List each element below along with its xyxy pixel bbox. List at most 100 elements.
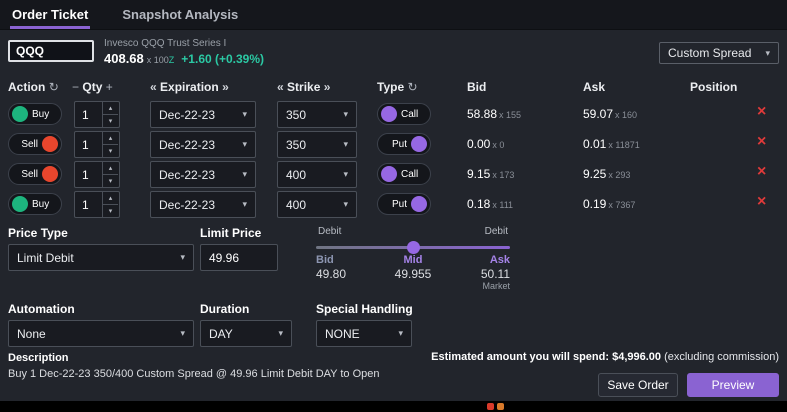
strike-select[interactable]: 400 ▾ bbox=[277, 191, 357, 218]
expiration-select[interactable]: Dec-22-23 ▾ bbox=[150, 161, 256, 188]
refresh-icon[interactable]: ↻ bbox=[48, 80, 59, 94]
type-refresh-icon[interactable]: ↻ bbox=[407, 80, 418, 94]
symbol-input[interactable] bbox=[8, 40, 94, 62]
estimate-prefix: Estimated amount you will spend: bbox=[431, 351, 613, 363]
estimate-amount: $4,996.00 bbox=[612, 351, 662, 363]
strike-select[interactable]: 350 ▾ bbox=[277, 101, 357, 128]
strike-value: 400 bbox=[286, 167, 307, 182]
remove-leg-button[interactable]: × bbox=[757, 103, 767, 120]
col-header-type: Type ↻ bbox=[377, 80, 418, 94]
spinner-down-icon[interactable]: ▾ bbox=[108, 117, 113, 125]
automation-value: None bbox=[17, 326, 46, 341]
save-order-button[interactable]: Save Order bbox=[598, 373, 678, 397]
quantity-input[interactable] bbox=[75, 192, 102, 217]
minus-icon[interactable]: − bbox=[72, 80, 80, 94]
remove-leg-button[interactable]: × bbox=[757, 193, 767, 210]
action-label: Sell bbox=[21, 168, 38, 180]
chevron-down-icon: ▾ bbox=[242, 139, 247, 149]
slider-left-label: Debit bbox=[318, 226, 342, 237]
quantity-input[interactable] bbox=[75, 162, 102, 187]
strike-value: 350 bbox=[286, 107, 307, 122]
bid-size: x 0 bbox=[492, 140, 505, 150]
col-header-strike: « Strike » bbox=[277, 80, 330, 94]
quantity-stepper[interactable]: ▴ ▾ bbox=[74, 161, 120, 188]
ask-size: x 7367 bbox=[608, 200, 636, 210]
chevron-down-icon: ▾ bbox=[242, 109, 247, 119]
bottom-window-strip bbox=[0, 401, 787, 412]
quantity-input[interactable] bbox=[75, 132, 102, 157]
type-toggle[interactable]: Call bbox=[377, 103, 431, 125]
duration-value: DAY bbox=[209, 326, 233, 341]
action-toggle[interactable]: Buy bbox=[8, 103, 62, 125]
bid-size: x 155 bbox=[499, 110, 522, 120]
ask-size: x 293 bbox=[608, 170, 631, 180]
automation-select[interactable]: None ▾ bbox=[8, 320, 194, 347]
buy-knob-icon bbox=[12, 106, 28, 122]
type-toggle[interactable]: Put bbox=[377, 193, 431, 215]
slider-ask-label: Ask bbox=[489, 254, 510, 266]
spinner: ▴ ▾ bbox=[102, 162, 118, 187]
action-toggle[interactable]: Sell bbox=[8, 163, 62, 185]
ask-quote: 9.25 x 293 bbox=[583, 167, 630, 181]
col-header-bid: Bid bbox=[467, 80, 487, 94]
col-header-ask: Ask bbox=[583, 80, 606, 94]
ask-quote: 0.19 x 7367 bbox=[583, 197, 635, 211]
spinner-up-icon[interactable]: ▴ bbox=[103, 192, 118, 205]
expiration-next-icon[interactable]: » bbox=[222, 80, 229, 94]
spinner-down-icon[interactable]: ▾ bbox=[108, 207, 113, 215]
limit-price-input[interactable] bbox=[200, 244, 278, 271]
duration-select[interactable]: DAY ▾ bbox=[200, 320, 292, 347]
spinner-down-icon[interactable]: ▾ bbox=[108, 147, 113, 155]
expiration-select[interactable]: Dec-22-23 ▾ bbox=[150, 191, 256, 218]
chevron-down-icon: ▾ bbox=[180, 328, 185, 338]
slider-handle[interactable] bbox=[407, 241, 420, 254]
ask-price: 0.01 bbox=[583, 137, 607, 151]
spinner-down-icon[interactable]: ▾ bbox=[108, 177, 113, 185]
spinner: ▴ ▾ bbox=[102, 192, 118, 217]
type-toggle[interactable]: Call bbox=[377, 163, 431, 185]
expiration-value: Dec-22-23 bbox=[159, 167, 216, 182]
expiration-prev-icon[interactable]: « bbox=[150, 80, 157, 94]
type-toggle[interactable]: Put bbox=[377, 133, 431, 155]
expiration-value: Dec-22-23 bbox=[159, 197, 216, 212]
slider-mid-label: Mid bbox=[403, 254, 423, 266]
quantity-stepper[interactable]: ▴ ▾ bbox=[74, 191, 120, 218]
slider-bid-value: 49.80 bbox=[316, 267, 347, 281]
strike-next-icon[interactable]: » bbox=[323, 80, 331, 94]
red-marker-icon bbox=[487, 403, 494, 410]
expiration-select[interactable]: Dec-22-23 ▾ bbox=[150, 101, 256, 128]
expiration-select[interactable]: Dec-22-23 ▾ bbox=[150, 131, 256, 158]
ask-price: 59.07 bbox=[583, 107, 614, 121]
price-type-select[interactable]: Limit Debit ▾ bbox=[8, 244, 194, 271]
type-header-label: Type bbox=[377, 80, 405, 94]
limit-price-label: Limit Price bbox=[200, 226, 262, 240]
quantity-stepper[interactable]: ▴ ▾ bbox=[74, 101, 120, 128]
action-toggle[interactable]: Buy bbox=[8, 193, 62, 215]
spinner-up-icon[interactable]: ▴ bbox=[103, 162, 118, 175]
plus-icon[interactable]: + bbox=[105, 80, 113, 94]
spread-type-select[interactable]: Custom Spread ▾ bbox=[659, 42, 779, 64]
price-type-label: Price Type bbox=[8, 226, 68, 240]
strike-value: 400 bbox=[286, 197, 307, 212]
exchange-flag: Z bbox=[168, 55, 175, 65]
quantity-input[interactable] bbox=[75, 102, 102, 127]
remove-leg-button[interactable]: × bbox=[757, 133, 767, 150]
quantity-stepper[interactable]: ▴ ▾ bbox=[74, 131, 120, 158]
action-toggle[interactable]: Sell bbox=[8, 133, 62, 155]
strike-prev-icon[interactable]: « bbox=[277, 80, 284, 94]
ask-size: x 160 bbox=[615, 110, 638, 120]
strike-select[interactable]: 350 ▾ bbox=[277, 131, 357, 158]
chevron-down-icon: ▾ bbox=[343, 169, 348, 179]
strike-select[interactable]: 400 ▾ bbox=[277, 161, 357, 188]
remove-leg-button[interactable]: × bbox=[757, 163, 767, 180]
tab-order-ticket[interactable]: Order Ticket bbox=[10, 0, 91, 29]
put-knob-icon bbox=[411, 136, 427, 152]
preview-button[interactable]: Preview bbox=[687, 373, 779, 397]
spinner-up-icon[interactable]: ▴ bbox=[103, 102, 118, 115]
special-handling-select[interactable]: NONE ▾ bbox=[316, 320, 412, 347]
spinner-up-icon[interactable]: ▴ bbox=[103, 132, 118, 145]
tab-snapshot-analysis[interactable]: Snapshot Analysis bbox=[122, 7, 239, 22]
action-label: Buy bbox=[32, 108, 50, 120]
slider-bid-label: Bid bbox=[316, 254, 334, 266]
type-label: Call bbox=[401, 108, 419, 120]
